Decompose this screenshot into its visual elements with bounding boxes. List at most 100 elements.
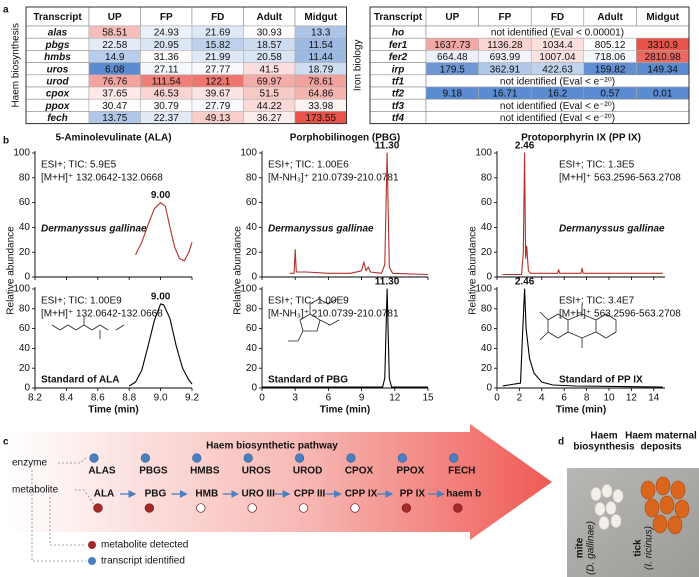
ms-info: ESI+; TIC: 5.9E5 [41, 160, 117, 171]
row-label: enzyme [12, 458, 47, 469]
x-tick-label: 9 [359, 393, 365, 404]
cell-value: 24.93 [154, 28, 179, 39]
y-tick-label: 100 [13, 148, 30, 159]
cell-value: 27.79 [205, 101, 230, 112]
row-name: fer1 [389, 40, 408, 51]
metabolite-dot [298, 503, 309, 513]
x-tick-label: 12 [626, 393, 638, 404]
panel-label: d [558, 437, 564, 448]
cell-value: 693.99 [490, 52, 521, 63]
metabolite: CPP III [294, 489, 326, 500]
cell-value: 18.79 [308, 64, 333, 75]
enzyme: UROD [293, 466, 322, 477]
photo-species: (D. gallinae) [586, 521, 597, 575]
column-header: Transcript [33, 12, 82, 23]
row-name: tf1 [392, 77, 405, 88]
enzyme: PBGS [139, 466, 168, 477]
y-tick-label: 100 [240, 284, 257, 295]
panel-label: a [3, 5, 9, 16]
cell-value: 11.54 [309, 40, 334, 51]
y-tick-label: 100 [240, 148, 257, 159]
x-axis-label: Time (min) [320, 405, 370, 416]
ms-info: ESI+; TIC: 1.00E6 [268, 160, 349, 171]
cell-value: 362.91 [490, 64, 521, 75]
y-tick-label: 60 [481, 197, 493, 208]
ms-info: [M-NH₃]⁺ 210.0739-210.0781 [268, 173, 399, 184]
sample-label: Standard of PBG [268, 375, 348, 386]
row-name: uros [47, 64, 69, 75]
ms-info: [M-NH₃]⁺ 210.0739-210.0781 [268, 309, 399, 320]
metabolite-dot [93, 503, 103, 513]
row-name: irp [392, 64, 405, 75]
panel-label: b [3, 136, 9, 147]
y-tick-label: 0 [24, 272, 30, 283]
y-tick-label: 60 [246, 323, 258, 334]
row-name: alas [48, 28, 68, 39]
cell-value: 111.54 [152, 77, 182, 88]
sample-label: Dermanyssus gallinae [41, 224, 147, 235]
cell-value: 69.97 [257, 77, 282, 88]
leader [75, 489, 96, 507]
cell-value: 44.22 [257, 101, 282, 112]
pathway-title: Haem biosynthetic pathway [206, 441, 338, 452]
peak-label: 2.46 [515, 277, 535, 288]
y-tick-label: 60 [246, 197, 258, 208]
chart-title: Porphobilinogen (PBG) [290, 133, 401, 144]
cell-value: 179.5 [440, 64, 465, 75]
cell-value: 3310.9 [647, 40, 678, 51]
x-tick-label: 8 [584, 393, 590, 404]
metabolite: URO III [242, 489, 276, 500]
metabolite: CPP IX [345, 489, 378, 500]
y-tick-label: 80 [246, 172, 258, 183]
metabolite-dot [350, 503, 360, 513]
cell-value: 159.82 [595, 64, 626, 75]
cell-value: 27.77 [205, 64, 230, 75]
note: not identified (Eval < 0.00001) [491, 28, 624, 39]
table-border [25, 6, 347, 125]
legend-dot [88, 541, 96, 549]
y-tick-label: 20 [246, 247, 258, 258]
cell-value: 6.08 [105, 64, 125, 75]
cell-value: 13.75 [102, 113, 127, 124]
y-tick-label: 0 [24, 383, 30, 394]
y-tick-label: 60 [19, 323, 31, 334]
column-header: FD [211, 12, 224, 23]
photo-name: tick [633, 539, 644, 557]
cell-value: 718.06 [595, 52, 626, 63]
y-tick-label: 40 [19, 343, 31, 354]
chart-title: Protoporphyrin IX (PP IX) [521, 133, 641, 144]
y-tick-label: 20 [481, 247, 493, 258]
cell-value: 22.58 [102, 40, 127, 51]
column-header: Midgut [304, 12, 337, 23]
row-name: hmbs [44, 52, 71, 63]
enzyme-dot [295, 453, 305, 463]
column-header: FD [551, 12, 564, 23]
x-tick-label: 9.2 [185, 393, 199, 404]
side-label: Haem biosynthesis [11, 23, 22, 107]
cell-value: 422.63 [542, 64, 573, 75]
x-axis-label: Time (min) [556, 405, 606, 416]
row-name: pbgs [45, 40, 70, 51]
enzyme: ALAS [88, 466, 116, 477]
x-tick-label: 0 [259, 393, 265, 404]
y-tick-label: 0 [251, 272, 257, 283]
cell-value: 36.27 [257, 113, 282, 124]
trace [289, 152, 429, 276]
peak-label: 2.46 [515, 141, 535, 152]
y-tick-label: 0 [251, 383, 257, 394]
legend-dot [88, 557, 96, 565]
sample-label: Dermanyssus gallinae [268, 224, 374, 235]
y-tick-label: 20 [481, 363, 493, 374]
row-name: tf3 [392, 101, 405, 112]
column-header: FP [160, 12, 173, 23]
column-header: Midgut [646, 12, 679, 23]
column-header: UP [108, 12, 122, 23]
y-tick-label: 100 [475, 284, 492, 295]
cell-value: 30.79 [154, 101, 179, 112]
cell-value: 20.58 [257, 52, 282, 63]
photo-name: mite [575, 537, 586, 558]
column-header: Adult [597, 12, 623, 23]
metabolite: PP IX [400, 489, 426, 500]
note: not identified (Eval < e⁻²⁰) [500, 77, 615, 88]
trace [502, 288, 663, 388]
